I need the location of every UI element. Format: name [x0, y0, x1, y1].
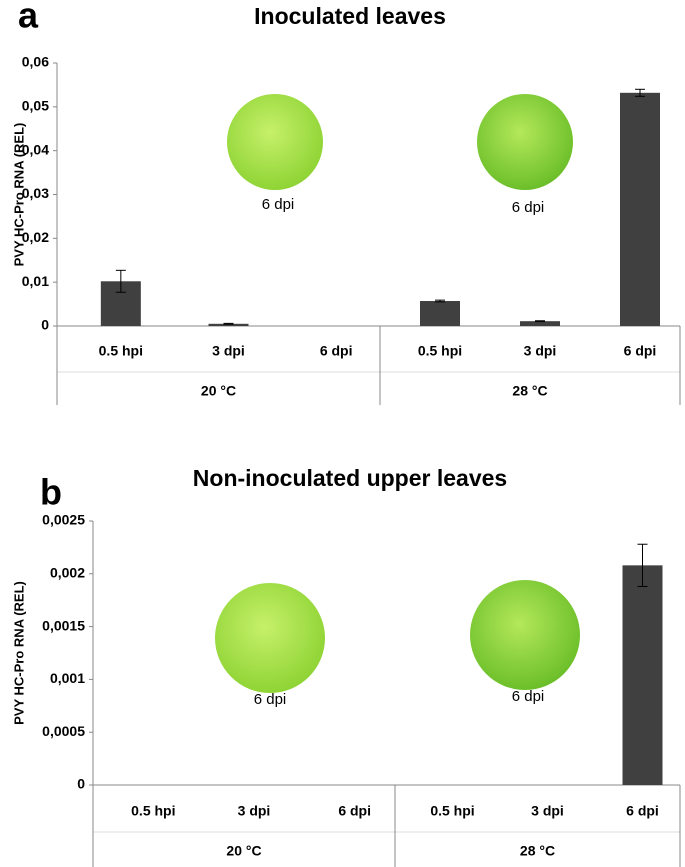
x-tick-label: 0.5 hpi: [418, 343, 462, 359]
annotation: 6 dpi: [254, 691, 287, 708]
bar: [620, 92, 660, 326]
x-tick-label: 6 dpi: [338, 803, 371, 819]
annotation: 6 dpi: [512, 688, 545, 705]
bar: [420, 301, 460, 326]
y-axis-label: PVY HC-Pro RNA (REL): [11, 123, 26, 267]
annotation: 6 dpi: [512, 199, 545, 216]
x-tick-label: 6 dpi: [626, 803, 659, 819]
y-tick-label: 0,02: [22, 229, 49, 245]
y-tick-label: 0,01: [22, 273, 49, 289]
y-tick-label: 0: [41, 317, 49, 333]
y-axis-label: PVY HC-Pro RNA (REL): [11, 581, 26, 725]
y-tick-label: 0,0025: [42, 512, 85, 528]
x-tick-label: 3 dpi: [531, 803, 564, 819]
x-tick-label: 3 dpi: [212, 343, 245, 359]
bar: [622, 565, 663, 785]
x-tick-label: 0.5 hpi: [131, 803, 175, 819]
y-tick-label: 0,04: [22, 141, 49, 157]
group-label: 28 °C: [520, 843, 555, 859]
y-tick-label: 0: [77, 776, 85, 792]
y-tick-label: 0,0005: [42, 723, 85, 739]
y-tick-label: 0,03: [22, 185, 49, 201]
x-tick-label: 3 dpi: [524, 343, 557, 359]
group-label: 20 °C: [201, 383, 236, 399]
group-label: 28 °C: [512, 383, 547, 399]
leaf-image: [470, 580, 580, 690]
group-label: 20 °C: [226, 843, 261, 859]
annotation: 6 dpi: [262, 196, 295, 213]
y-tick-label: 0,0015: [42, 617, 85, 633]
panel-label: b: [40, 472, 62, 513]
x-tick-label: 6 dpi: [320, 343, 353, 359]
x-tick-label: 6 dpi: [624, 343, 657, 359]
y-tick-label: 0,001: [50, 670, 85, 686]
leaf-image: [477, 94, 573, 190]
chart-title: Inoculated leaves: [254, 3, 446, 29]
x-tick-label: 0.5 hpi: [430, 803, 474, 819]
y-tick-label: 0,06: [22, 54, 49, 70]
x-tick-label: 3 dpi: [238, 803, 271, 819]
leaf-image: [227, 94, 323, 190]
leaf-image: [215, 583, 325, 693]
bar: [208, 323, 249, 326]
y-tick-label: 0,002: [50, 565, 85, 581]
y-tick-label: 0,05: [22, 98, 49, 114]
chart-title: Non-inoculated upper leaves: [193, 465, 507, 491]
x-tick-label: 0.5 hpi: [99, 343, 143, 359]
bar: [520, 321, 560, 326]
panel-label: a: [18, 0, 39, 36]
